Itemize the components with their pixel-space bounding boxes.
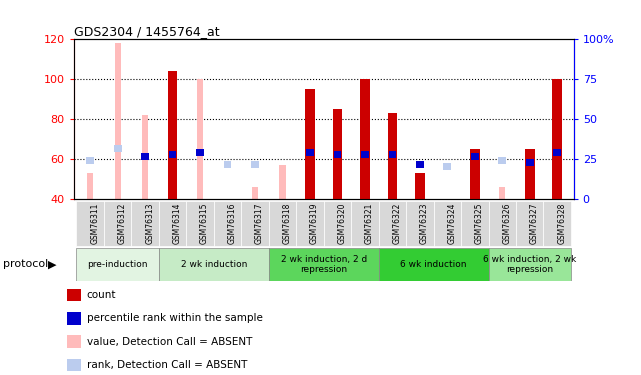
Text: GSM76327: GSM76327	[529, 203, 538, 244]
Bar	[324, 201, 351, 246]
Bar	[269, 248, 379, 281]
Bar	[361, 152, 369, 158]
Bar	[252, 187, 258, 199]
Bar	[516, 201, 544, 246]
Bar	[114, 146, 122, 152]
Text: percentile rank within the sample: percentile rank within the sample	[87, 313, 263, 323]
Text: GDS2304 / 1455764_at: GDS2304 / 1455764_at	[74, 25, 219, 38]
Bar	[169, 152, 176, 158]
Text: 6 wk induction, 2 wk
repression: 6 wk induction, 2 wk repression	[483, 255, 576, 274]
Bar	[76, 201, 104, 246]
Text: 2 wk induction: 2 wk induction	[181, 260, 247, 269]
Bar	[269, 201, 296, 246]
Bar	[168, 71, 178, 199]
Bar	[488, 201, 516, 246]
Text: GSM76315: GSM76315	[200, 203, 209, 244]
Bar	[214, 201, 241, 246]
Text: GSM76317: GSM76317	[255, 203, 264, 244]
Bar	[553, 79, 562, 199]
Text: GSM76326: GSM76326	[503, 203, 512, 244]
Text: GSM76314: GSM76314	[172, 203, 181, 244]
Text: pre-induction: pre-induction	[87, 260, 148, 269]
Bar	[499, 187, 505, 199]
Bar	[306, 150, 314, 156]
Bar	[141, 153, 149, 160]
Text: GSM76321: GSM76321	[365, 203, 374, 244]
Bar	[470, 149, 479, 199]
Text: GSM76312: GSM76312	[118, 203, 127, 244]
Bar	[159, 201, 187, 246]
Bar	[159, 248, 269, 281]
Bar	[379, 248, 488, 281]
Bar	[553, 150, 561, 156]
Bar	[131, 201, 159, 246]
Text: GSM76324: GSM76324	[447, 203, 456, 244]
Text: 2 wk induction, 2 d
repression: 2 wk induction, 2 d repression	[281, 255, 367, 274]
Bar	[87, 158, 94, 164]
Text: 6 wk induction: 6 wk induction	[401, 260, 467, 269]
Bar	[351, 201, 379, 246]
Text: GSM76322: GSM76322	[392, 203, 401, 244]
Bar	[87, 173, 93, 199]
Bar	[251, 161, 259, 168]
Text: rank, Detection Call = ABSENT: rank, Detection Call = ABSENT	[87, 360, 247, 370]
Text: count: count	[87, 290, 117, 300]
Bar	[433, 201, 461, 246]
Bar	[196, 150, 204, 156]
Bar	[67, 289, 81, 301]
Bar	[67, 312, 81, 325]
Bar	[544, 201, 571, 246]
Bar	[333, 152, 341, 158]
Bar	[415, 173, 424, 199]
Bar	[525, 149, 535, 199]
Bar	[471, 153, 479, 160]
Bar	[360, 79, 370, 199]
Text: ▶: ▶	[48, 260, 56, 269]
Bar	[279, 165, 285, 199]
Text: GSM76316: GSM76316	[228, 203, 237, 244]
Bar	[104, 201, 131, 246]
Bar	[416, 161, 424, 168]
Text: GSM76311: GSM76311	[90, 203, 99, 244]
Bar	[305, 89, 315, 199]
Text: GSM76320: GSM76320	[337, 203, 346, 244]
Bar	[526, 159, 533, 166]
Bar	[406, 201, 433, 246]
Text: GSM76313: GSM76313	[145, 203, 154, 244]
Bar	[76, 248, 159, 281]
Bar	[461, 201, 488, 246]
Bar	[241, 201, 269, 246]
Bar	[388, 152, 396, 158]
Text: protocol: protocol	[3, 260, 49, 269]
Bar	[67, 359, 81, 371]
Bar	[187, 201, 214, 246]
Text: GSM76325: GSM76325	[475, 203, 484, 244]
Bar	[444, 164, 451, 170]
Text: value, Detection Call = ABSENT: value, Detection Call = ABSENT	[87, 337, 252, 347]
Bar	[115, 44, 121, 199]
Text: GSM76328: GSM76328	[557, 203, 566, 244]
Bar	[224, 161, 231, 168]
Bar	[67, 335, 81, 348]
Bar	[499, 158, 506, 164]
Bar	[296, 201, 324, 246]
Bar	[379, 201, 406, 246]
Bar	[142, 115, 148, 199]
Text: GSM76318: GSM76318	[283, 203, 292, 244]
Bar	[388, 113, 397, 199]
Text: GSM76323: GSM76323	[420, 203, 429, 244]
Bar	[197, 79, 203, 199]
Bar	[333, 109, 342, 199]
Bar	[488, 248, 571, 281]
Text: GSM76319: GSM76319	[310, 203, 319, 244]
